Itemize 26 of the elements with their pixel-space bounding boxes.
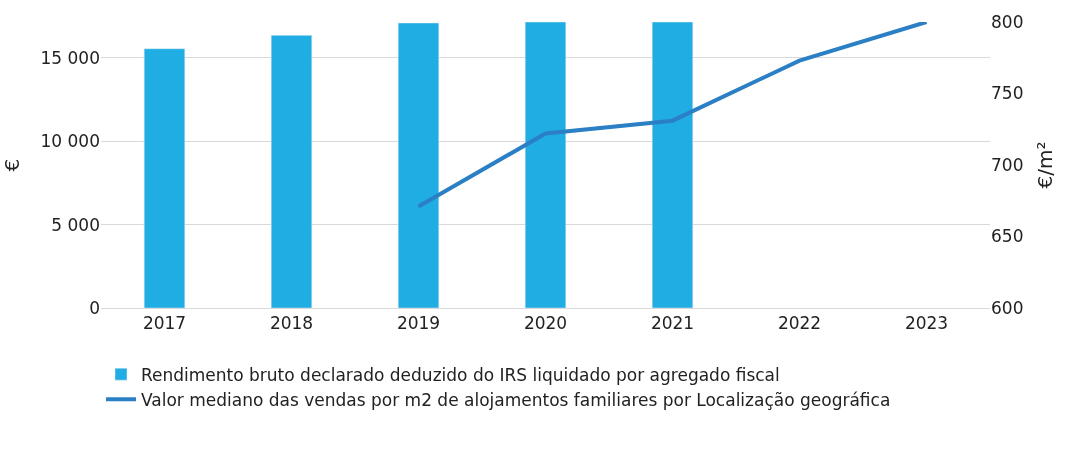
x-tick-label: 2018 [269, 313, 314, 334]
y-tick-label: 0 [89, 297, 100, 318]
bar [270, 35, 313, 308]
legend-label: Valor mediano das vendas por m2 de alojamentos familiares por Localização geográfica [141, 389, 891, 410]
x-tick-label: 2022 [777, 313, 822, 334]
bar [397, 22, 440, 308]
y-tick-label: 10 000 [40, 131, 100, 152]
y-tick-label: 5 000 [51, 214, 100, 235]
x-tick-label: 2017 [142, 313, 187, 334]
y-axis-title: € [0, 158, 25, 172]
bar [143, 48, 186, 308]
x-tick-label: 2020 [523, 313, 568, 334]
line-series [416, 22, 929, 209]
bar [651, 22, 694, 308]
y2-tick-label: 750 [991, 83, 1024, 104]
y2-axis-title: €/m² [1032, 141, 1057, 189]
y2-tick-label: 800 [991, 11, 1024, 32]
legend-label: Rendimento bruto declarado deduzido do IRS liquidado por agregado fiscal [141, 364, 780, 385]
x-tick-label: 2021 [650, 313, 695, 334]
y2-tick-label: 700 [991, 154, 1024, 175]
y-tick-label: 15 000 [40, 47, 100, 68]
y2-tick-label: 600 [991, 297, 1024, 318]
x-tick-label: 2023 [904, 313, 949, 334]
bar [524, 22, 567, 308]
x-tick-label: 2019 [396, 313, 441, 334]
y2-tick-label: 650 [991, 226, 1024, 247]
